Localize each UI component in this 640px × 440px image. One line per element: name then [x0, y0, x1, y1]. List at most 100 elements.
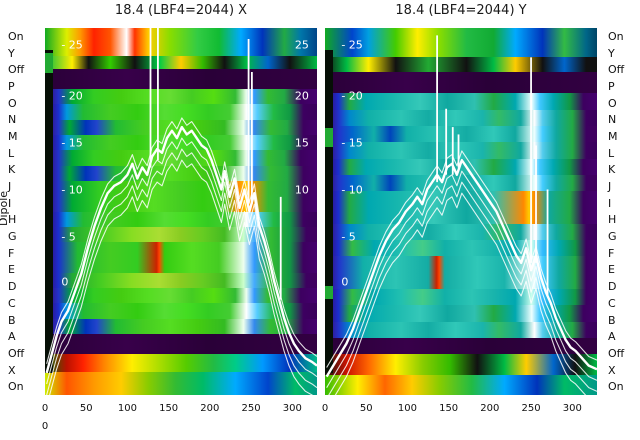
colorbar-tick-label: 10 — [294, 183, 309, 197]
x-axis-ticks-y: 0 50 100 150 200 250 300 — [322, 403, 597, 417]
x-tick-label: 100 — [397, 403, 417, 414]
row-label-n: N — [8, 113, 17, 127]
heatmap-row-x — [45, 353, 317, 373]
heatmap-row-m — [325, 142, 597, 159]
colorbar-tick-label: - 15 — [341, 136, 363, 150]
colorbar-tick-label: 0 — [61, 275, 69, 289]
colorbar-tick-label: 20 — [294, 89, 309, 103]
signal-trace — [327, 182, 597, 395]
row-label-a: A — [8, 330, 16, 344]
row-label-f: F — [8, 246, 15, 260]
x-tick-label: 250 — [521, 403, 541, 414]
heatmap-row-on — [45, 372, 317, 396]
colorbar-tick-label: - 5 — [341, 230, 356, 244]
colorbar-tick-label: - 20 — [61, 89, 83, 103]
row-label-d: D — [608, 280, 617, 294]
row-label-on: On — [8, 29, 24, 43]
row-label-k: K — [8, 163, 16, 177]
x-tick-label: 0 — [41, 403, 49, 414]
heatmap-row-e — [45, 257, 317, 273]
heatmap-row-off — [45, 333, 317, 354]
row-label-m: M — [608, 129, 618, 143]
signal-trace — [327, 160, 597, 377]
x-tick-label: 150 — [159, 403, 179, 414]
signal-trace — [47, 118, 317, 364]
x-tick-label: 300 — [282, 403, 302, 414]
row-label-n: N — [608, 113, 617, 127]
row-label-h: H — [8, 213, 17, 227]
row-label-j: J — [8, 180, 12, 194]
row-label-h: H — [608, 213, 617, 227]
x-tick-label: 250 — [241, 403, 261, 414]
signal-trace — [327, 193, 597, 395]
heatmap-row-d — [45, 272, 317, 289]
signal-overlay — [325, 28, 597, 395]
heatmap-row-b — [45, 303, 317, 319]
x-tick-label: 50 — [359, 403, 373, 414]
heatmap-panel-y: - 25 - 20 - 15 - 10 - 5 0 — [325, 28, 597, 396]
heatmap-row-h — [45, 211, 317, 227]
heatmap-row-c — [325, 305, 597, 322]
row-label-x: X — [8, 363, 16, 377]
signal-trace — [47, 160, 317, 395]
panel-left-gutter — [45, 50, 53, 373]
colorbar-tick-label: - 20 — [341, 89, 363, 103]
row-label-e: E — [8, 263, 15, 277]
colorbar-tick-label: - 25 — [61, 38, 83, 52]
colorbar-tick-label: - 10 — [61, 183, 83, 197]
row-label-k: K — [608, 163, 616, 177]
heatmap-row-p — [325, 93, 597, 110]
row-label-off: Off — [608, 63, 625, 77]
row-label-g: G — [608, 230, 617, 244]
heatmap-row-x — [325, 375, 597, 396]
row-label-c: C — [608, 296, 616, 310]
row-label-m: M — [8, 129, 18, 143]
row-label-c: C — [8, 296, 16, 310]
row-label-j: J — [608, 180, 612, 194]
row-label-g: G — [8, 230, 17, 244]
x-tick-label: 300 — [562, 403, 582, 414]
row-label-off: Off — [608, 346, 625, 360]
heatmap-row-j — [325, 191, 597, 208]
colorbar-tick-label: - 5 — [61, 230, 76, 244]
row-label-b: B — [8, 313, 16, 327]
x-tick-label: 150 — [439, 403, 459, 414]
row-label-y: Y — [8, 46, 15, 60]
heatmap-row-a — [325, 337, 597, 355]
heatmap-row-f — [45, 242, 317, 258]
heatmap-row-off — [325, 72, 597, 94]
row-label-p: P — [8, 79, 15, 93]
x-tick-label: 100 — [117, 403, 137, 414]
signal-trace — [47, 149, 317, 395]
row-label-i: I — [8, 196, 12, 210]
heatmap-row-b — [325, 321, 597, 338]
heatmap-row-y — [325, 57, 597, 73]
row-label-i: I — [608, 196, 612, 210]
x-axis-ticks-x: 0 50 100 150 200 250 300 — [41, 403, 317, 417]
heatmap-panel-x: - 25 - 20 - 15 - 10 - 5 0 25 20 15 10 — [45, 28, 317, 396]
row-label-off: Off — [8, 63, 25, 77]
row-label-on: On — [608, 29, 624, 43]
colorbar-tick-label: 25 — [294, 38, 309, 52]
heatmap-row-off — [325, 354, 597, 376]
heatmap-row-on — [45, 28, 317, 56]
heatmap-row-a — [45, 318, 317, 334]
heatmap-row-c — [45, 288, 317, 304]
row-label-o: O — [8, 96, 17, 110]
signal-trace — [327, 151, 597, 368]
row-label-y: Y — [608, 46, 615, 60]
signal-trace — [47, 127, 317, 373]
panel-title-x: 18.4 (LBF4=2044) X — [114, 3, 248, 18]
row-label-a: A — [608, 330, 616, 344]
panel-title-y: 18.4 (LBF4=2044) Y — [395, 3, 527, 18]
row-label-l: L — [608, 146, 615, 160]
signal-trace — [327, 171, 597, 388]
gutter-highlight — [325, 127, 333, 147]
row-labels-right: On Y Off P O N M L K J I H G F E D C B A Off X On — [608, 28, 638, 395]
row-label-on: On — [8, 380, 24, 394]
row-label-on: On — [608, 380, 624, 394]
gutter-highlight — [325, 285, 333, 299]
row-label-b: B — [608, 313, 616, 327]
heatmap-row-l — [325, 158, 597, 175]
